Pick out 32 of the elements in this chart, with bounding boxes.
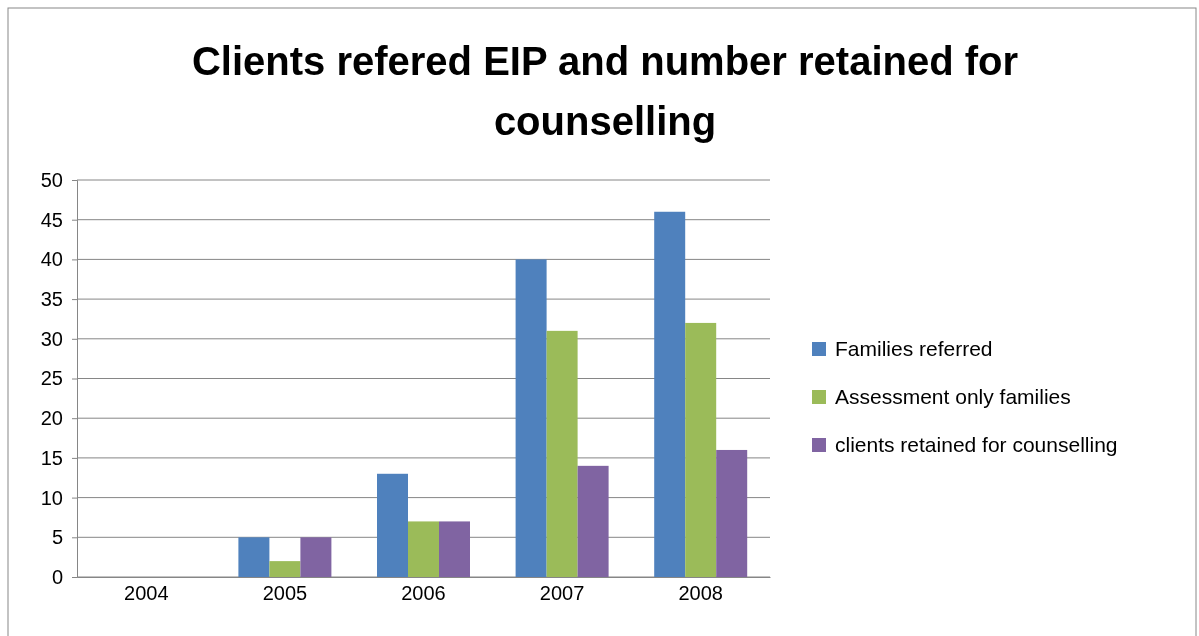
y-tick-label: 25: [40, 367, 63, 390]
y-tick-label: 45: [40, 208, 63, 231]
y-tick-label: 20: [40, 407, 63, 430]
legend-label: Assessment only families: [835, 385, 1071, 408]
y-tick-label: 50: [40, 168, 63, 191]
legend-label: clients retained for counselling: [835, 433, 1118, 456]
x-tick-label: 2007: [539, 582, 585, 604]
bar: [269, 561, 301, 577]
bar: [654, 211, 686, 577]
y-tick-label: 0: [51, 565, 63, 588]
bar: [408, 521, 439, 577]
bar: [716, 449, 748, 577]
y-tick-label: 10: [40, 486, 63, 509]
x-tick-label: 2006: [401, 582, 446, 604]
bar: [515, 259, 547, 577]
y-tick-label: 40: [40, 248, 63, 271]
bar: [685, 322, 717, 577]
x-tick-label: 2005: [262, 582, 308, 604]
bar: [238, 537, 270, 577]
chart-title: Clients refered EIP and number retained for counselling: [191, 39, 1019, 143]
bar: [377, 473, 408, 577]
bar: [439, 521, 470, 577]
x-tick-label: 2004: [124, 582, 169, 604]
y-tick-label: 30: [40, 327, 63, 350]
bar: [577, 465, 609, 577]
legend-label: Families referred: [835, 337, 993, 360]
y-tick-label: 35: [40, 288, 63, 310]
y-tick-label: 5: [51, 526, 63, 549]
y-tick-label: 15: [40, 446, 63, 469]
bar: [546, 330, 578, 577]
bar: [300, 537, 332, 577]
x-tick-label: 2008: [678, 582, 723, 604]
